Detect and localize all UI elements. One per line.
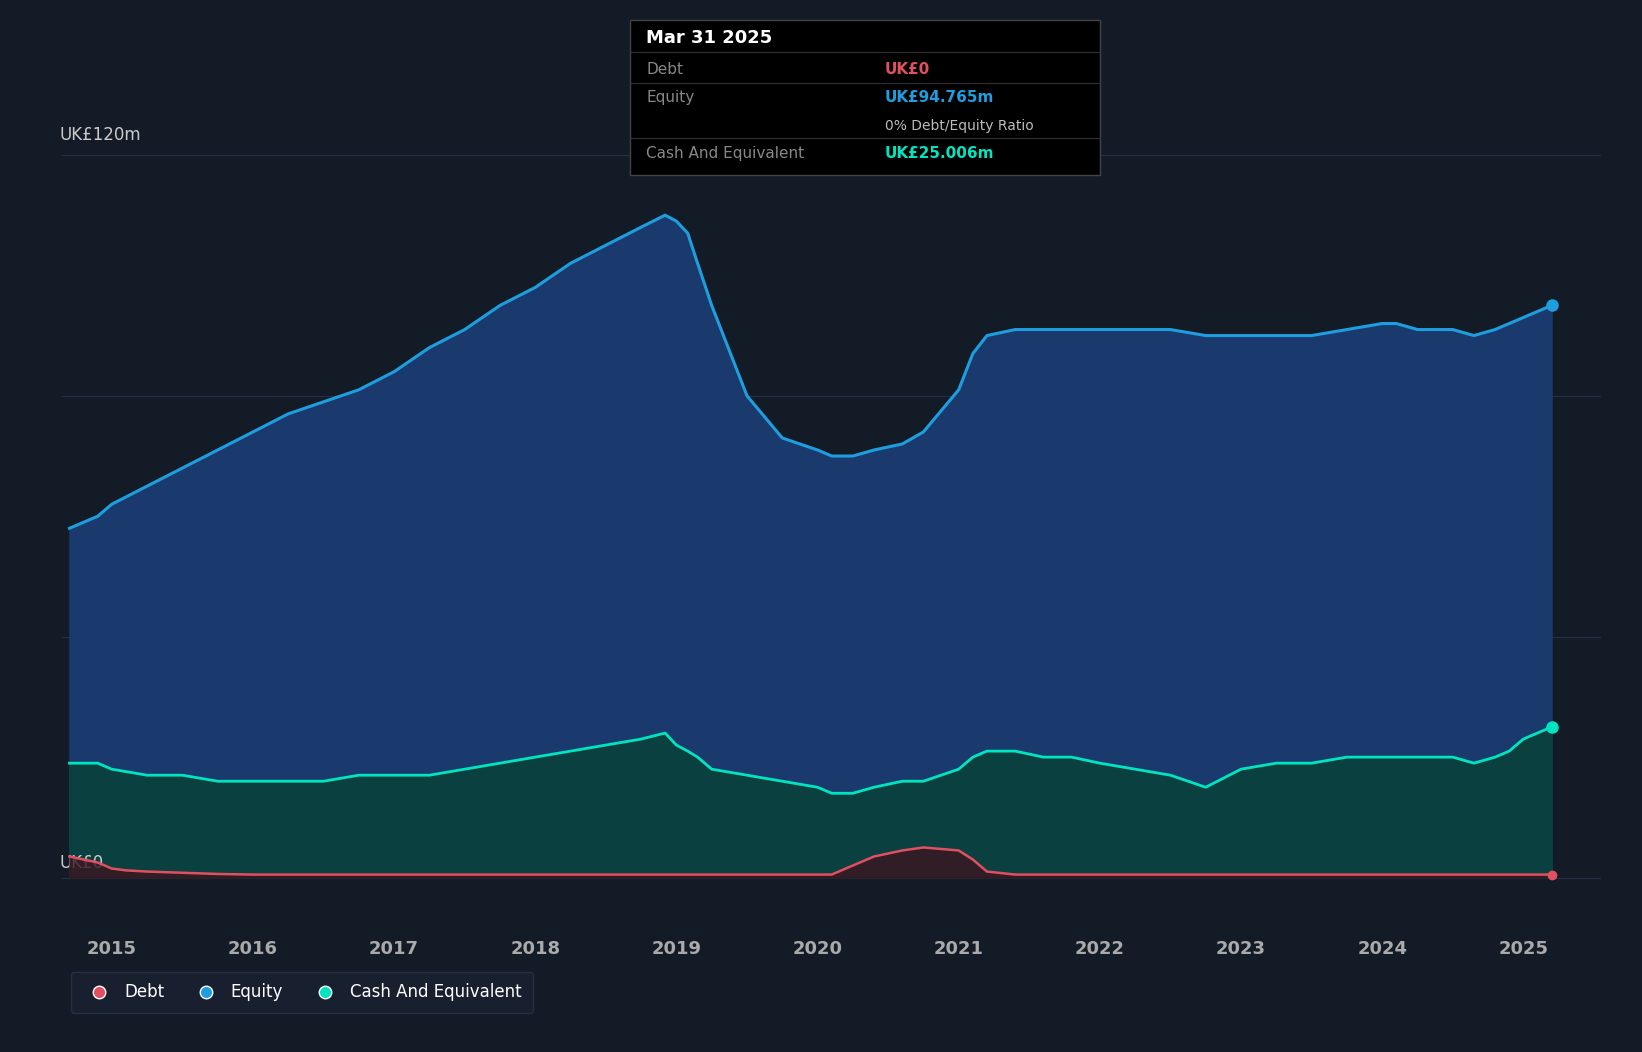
Text: UK£120m: UK£120m — [59, 126, 141, 144]
Text: UK£25.006m: UK£25.006m — [885, 146, 993, 161]
Legend: Debt, Equity, Cash And Equivalent: Debt, Equity, Cash And Equivalent — [71, 972, 534, 1013]
Text: Equity: Equity — [647, 90, 695, 105]
Text: Mar 31 2025: Mar 31 2025 — [647, 29, 773, 47]
Text: UK£0: UK£0 — [59, 854, 103, 872]
Text: Cash And Equivalent: Cash And Equivalent — [647, 146, 805, 161]
Text: 0% Debt/Equity Ratio: 0% Debt/Equity Ratio — [885, 119, 1033, 133]
Text: UK£94.765m: UK£94.765m — [885, 90, 993, 105]
Text: Debt: Debt — [647, 62, 683, 77]
Text: UK£0: UK£0 — [885, 62, 929, 77]
